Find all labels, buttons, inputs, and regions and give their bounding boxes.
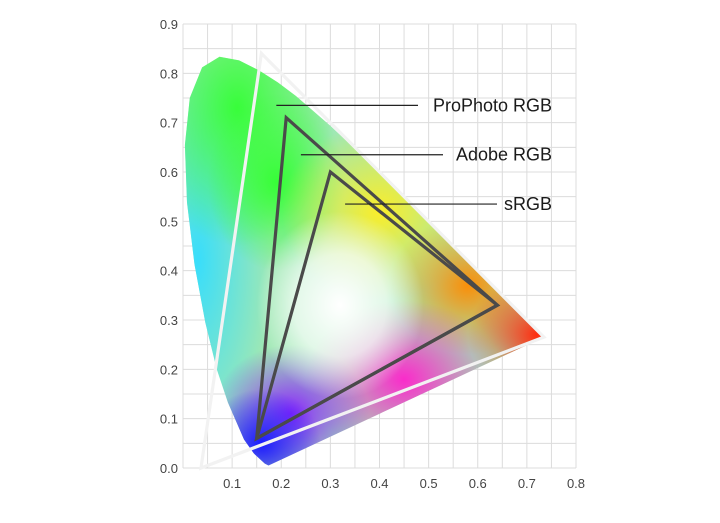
gamut-triangles bbox=[199, 50, 547, 471]
x-tick-label: 0.1 bbox=[223, 476, 241, 491]
x-tick-label: 0.8 bbox=[567, 476, 585, 491]
y-tick-label: 0.6 bbox=[160, 165, 178, 180]
x-tick-label: 0.2 bbox=[272, 476, 290, 491]
annotation-label: sRGB bbox=[504, 194, 552, 214]
y-tick-label: 0.1 bbox=[160, 412, 178, 427]
locus-color-blob bbox=[467, 275, 544, 394]
gamut-triangle-prophoto-rgb bbox=[199, 50, 547, 471]
annotation-label: ProPhoto RGB bbox=[433, 95, 552, 115]
x-tick-label: 0.6 bbox=[469, 476, 487, 491]
y-tick-label: 0.4 bbox=[160, 264, 178, 279]
x-tick-label: 0.5 bbox=[420, 476, 438, 491]
y-tick-label: 0.8 bbox=[160, 66, 178, 81]
x-tick-label: 0.4 bbox=[370, 476, 388, 491]
gamut-triangle-srgb bbox=[254, 169, 501, 442]
gamut-labels: ProPhoto RGB Adobe RGB sRGB bbox=[276, 95, 552, 214]
y-tick-label: 0.3 bbox=[160, 313, 178, 328]
spectral-locus bbox=[184, 56, 544, 466]
x-tick-label: 0.7 bbox=[518, 476, 536, 491]
y-tick-label: 0.9 bbox=[160, 17, 178, 32]
annotation-label: Adobe RGB bbox=[456, 145, 552, 165]
y-tick-label: 0.5 bbox=[160, 214, 178, 229]
y-tick-label: 0.2 bbox=[160, 362, 178, 377]
locus-color-blob bbox=[256, 211, 424, 399]
y-tick-label: 0.0 bbox=[160, 461, 178, 476]
x-tick-label: 0.3 bbox=[321, 476, 339, 491]
axis-ticks: 0.1 0.2 0.3 0.4 0.5 0.6 0.7 0.8 0.0 0.1 0.2 0.3 0.4 0… bbox=[160, 17, 585, 491]
y-tick-label: 0.7 bbox=[160, 116, 178, 131]
